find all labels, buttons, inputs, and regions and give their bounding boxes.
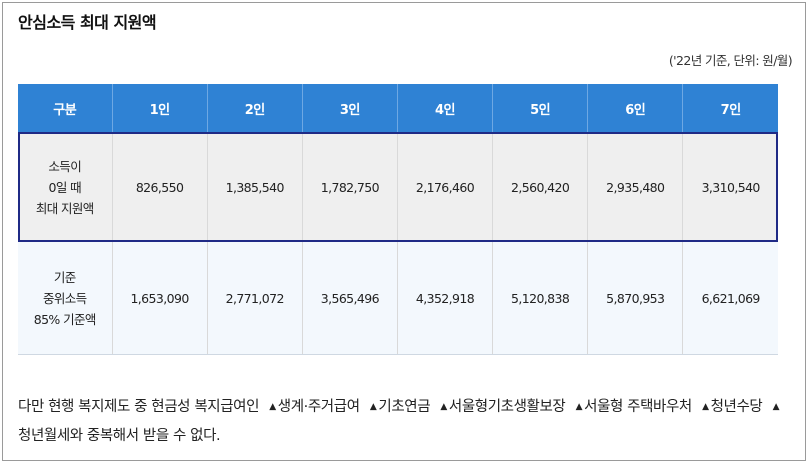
table-cell: 1,385,540 [206, 132, 303, 242]
table-cell: 6,621,069 [682, 242, 778, 355]
note-item: 서울형기초생활보장 [448, 399, 566, 415]
table-cell: 1,782,750 [301, 132, 398, 242]
row-label-line: 최대 지원액 [35, 200, 94, 216]
note-item: 서울형 주택바우처 [584, 399, 692, 415]
content-frame [2, 2, 806, 461]
table-cell: 1,653,090 [111, 242, 208, 355]
note-item: 청년수당 [710, 399, 763, 415]
row-label-line: 0일 때 [48, 179, 82, 195]
table-cell: 5,870,953 [587, 242, 683, 355]
table-cell: 4,352,918 [396, 242, 493, 355]
triangle-bullet-icon: ▲ [575, 402, 583, 412]
row-label-median-income: 기준 중위소득 85% 기준액 [18, 242, 112, 355]
table-row-median-income: 기준 중위소득 85% 기준액 1,653,090 2,771,072 3,56… [18, 242, 778, 355]
triangle-bullet-icon: ▲ [772, 402, 780, 412]
header-7person: 7인 [682, 84, 778, 132]
table-cell: 3,310,540 [682, 132, 778, 242]
table-cell: 2,176,460 [396, 132, 493, 242]
header-1person: 1인 [111, 84, 208, 132]
triangle-bullet-icon: ▲ [369, 402, 377, 412]
table-cell: 826,550 [111, 132, 208, 242]
note-item: 기초연금 [378, 399, 431, 415]
unit-note: ('22년 기준, 단위: 원/월) [668, 53, 793, 68]
header-6person: 6인 [587, 84, 683, 132]
section-title: 안심소득 최대 지원액 [18, 13, 157, 32]
table-cell: 2,560,420 [492, 132, 588, 242]
triangle-bullet-icon: ▲ [440, 402, 447, 412]
support-table: 구분 1인 2인 3인 4인 5인 6인 7인 소득이 0일 때 최대 지원액 … [18, 84, 778, 355]
row-label-line: 85% 기준액 [33, 311, 97, 327]
row-label-line: 기준 [53, 269, 76, 285]
footnote-paragraph: 다만 현행 복지제도 중 현금성 복지급여인 ▲ 생계·주거급여 ▲ 기초연금 ▲ 서… [18, 393, 794, 451]
triangle-bullet-icon: ▲ [702, 402, 709, 412]
table-cell: 5,120,838 [492, 242, 588, 355]
header-category: 구분 [18, 84, 112, 132]
table-header-row: 구분 1인 2인 3인 4인 5인 6인 7인 [18, 84, 778, 132]
note-item: 청년월세와 [18, 428, 83, 444]
header-5person: 5인 [492, 84, 588, 132]
row-label-max-support: 소득이 0일 때 최대 지원액 [18, 132, 112, 242]
table-cell: 2,771,072 [206, 242, 303, 355]
header-2person: 2인 [206, 84, 303, 132]
row-label-line: 소득이 [48, 158, 82, 174]
note-item: 생계·주거급여 [277, 399, 360, 415]
table-cell: 2,935,480 [587, 132, 683, 242]
note-tail: 중복해서 받을 수 없다. [86, 428, 221, 444]
header-3person: 3인 [301, 84, 398, 132]
header-4person: 4인 [396, 84, 493, 132]
table-row-max-support: 소득이 0일 때 최대 지원액 826,550 1,385,540 1,782,… [18, 132, 778, 242]
note-lead: 다만 현행 복지제도 중 현금성 복지급여인 [18, 399, 260, 415]
triangle-bullet-icon: ▲ [269, 402, 276, 412]
row-label-line: 중위소득 [42, 290, 87, 306]
table-cell: 3,565,496 [301, 242, 398, 355]
